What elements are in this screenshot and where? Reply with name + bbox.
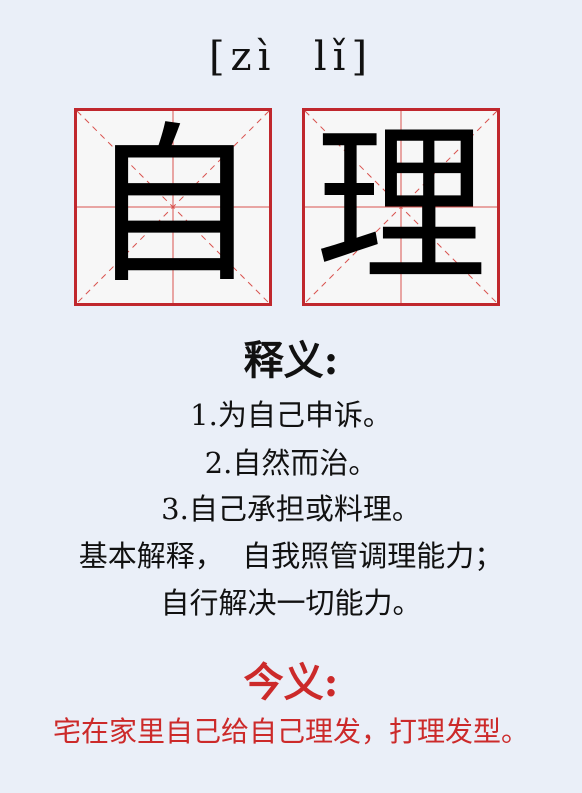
definition-line: 自行解决一切能力。 [160,586,422,620]
modern-meaning-heading: 今义: [243,659,339,706]
character-li: 理 [315,106,487,307]
definition-line: 1.为自己申诉。 [190,398,392,432]
definition-line: 3.自己承担或料理。 [161,492,421,526]
definition-line: 2.自然而治。 [204,446,378,480]
character-grid-1: 自 [74,108,272,306]
tianzige-guides [77,111,269,303]
definitions-heading: 释义: [243,337,339,384]
character-grid-2: 理 [302,108,500,306]
tianzige-guides [305,111,497,303]
pinyin-label: [zì lǐ] [208,34,374,80]
definition-line: 基本解释， 自我照管调理能力； [78,539,504,573]
character-zi: 自 [87,106,259,307]
modern-meaning-text: 宅在家里自己给自己理发，打理发型。 [52,715,529,748]
